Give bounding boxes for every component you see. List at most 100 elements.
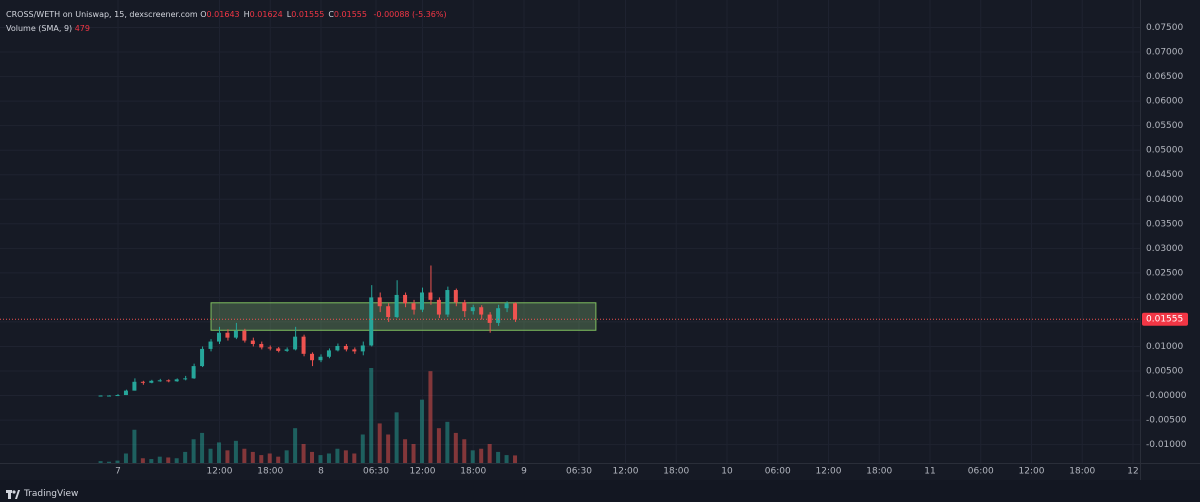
candle-body (343, 345, 348, 350)
volume-bar (166, 457, 171, 463)
candle-body (394, 294, 399, 318)
y-tick-label: 0.02500 (1146, 268, 1183, 278)
y-tick-label: 0.07500 (1146, 23, 1183, 33)
x-tick-label: 18:00 (663, 467, 689, 477)
footer-bar (0, 480, 1200, 502)
logo-icon (6, 489, 20, 499)
x-tick-label: 06:00 (968, 467, 994, 477)
candle-body (377, 297, 382, 307)
volume-bar (479, 448, 484, 463)
candle-body (411, 303, 416, 310)
volume-bar (301, 444, 306, 463)
last-price-label: 0.01555 (1146, 315, 1183, 325)
candle-body (470, 307, 475, 312)
candle-body (318, 356, 323, 361)
y-tick-label: 0.04500 (1146, 170, 1183, 180)
candle-body (360, 345, 365, 352)
candle-body (419, 292, 424, 310)
candle-body (225, 332, 230, 338)
candle-body (107, 395, 112, 397)
volume-bar (419, 399, 424, 463)
candle-body (174, 379, 179, 382)
volume-bar (225, 450, 230, 463)
x-tick-label: 11 (924, 467, 935, 477)
volume-bar (132, 429, 137, 463)
candle-body (149, 380, 154, 383)
ohlc-key: O (200, 10, 207, 19)
candle-body (259, 344, 264, 348)
ohlc-key: H (243, 10, 250, 19)
ohlc-row: CROSS/WETH on Uniswap, 15, dexscreener.c… (6, 8, 451, 22)
marks (0, 265, 1140, 463)
volume-bar (107, 461, 112, 463)
volume-bar (513, 455, 518, 463)
x-tick-label: 12:00 (613, 467, 639, 477)
volume-bar (216, 442, 221, 463)
y-tick-label: 0.03000 (1146, 244, 1183, 254)
x-tick-label: 18:00 (1069, 467, 1095, 477)
y-tick-label: 0.00500 (1146, 366, 1183, 376)
candle-body (183, 378, 188, 380)
candle-body (504, 303, 509, 309)
candle-body (284, 349, 289, 351)
x-tick-label: 9 (521, 467, 527, 477)
candle-body (335, 345, 340, 351)
x-tick-label: 12 (1127, 467, 1138, 477)
candle-body (428, 292, 433, 300)
volume-bar (335, 448, 340, 463)
candle-body (208, 341, 213, 349)
change: -0.00088 (-5.36%) (373, 10, 447, 19)
y-tick-label: 0.06000 (1146, 97, 1183, 107)
candle-body (115, 395, 120, 397)
candle-body (276, 348, 281, 351)
volume-bar (352, 453, 357, 463)
candle-body (98, 395, 103, 397)
volume-bar (191, 439, 196, 463)
x-tick-label: 18:00 (460, 467, 486, 477)
volume-bar (318, 455, 323, 463)
volume-bar (326, 453, 331, 463)
volume-bar (149, 459, 154, 463)
volume-bar (157, 456, 162, 463)
volume-bar (267, 453, 272, 463)
candle-body (166, 380, 171, 382)
candle-body (250, 340, 255, 345)
ohlc-value: 0.01624 (249, 10, 283, 19)
volume-bar (242, 448, 247, 463)
candle-body (453, 290, 458, 303)
y-tick-label: -0.00500 (1146, 416, 1187, 426)
volume-bar (174, 458, 179, 463)
y-tick-label: 0.02000 (1146, 293, 1183, 303)
candle-body (436, 299, 441, 315)
y-tick-label: -0.01000 (1146, 440, 1187, 450)
volume-bar (360, 434, 365, 463)
candle-body (242, 330, 247, 341)
last-price-box (1142, 312, 1188, 326)
x-tick-label: 06:30 (566, 467, 592, 477)
ohlc-value: 0.01555 (333, 10, 367, 19)
candle-body (157, 380, 162, 382)
axes: 0.07500 0.07000 0.06500 0.06000 0.05500 0.050… (115, 23, 1188, 477)
volume-bar (343, 450, 348, 463)
symbol: CROSS/WETH on Uniswap, 15, dexscreener.c… (6, 10, 198, 19)
candle-body (479, 307, 484, 315)
volume-bar (284, 450, 289, 463)
volume-bar (411, 444, 416, 463)
volume-value: 479 (74, 24, 90, 33)
candle-body (132, 381, 137, 391)
y-tick-label: 0.05000 (1146, 146, 1183, 156)
x-tick-label: 12:00 (410, 467, 436, 477)
ohlc-values: O0.01643 H0.01624 L0.01555 C0.01555 (200, 10, 371, 19)
x-tick-label: 06:30 (363, 467, 389, 477)
volume-bar (259, 455, 264, 463)
x-tick-label: 18:00 (866, 467, 892, 477)
volume-bar (98, 461, 103, 463)
price-zone (210, 302, 597, 331)
volume-bar (200, 432, 205, 463)
candle-body (462, 302, 467, 312)
candle-body (267, 347, 272, 349)
candle-body (445, 290, 450, 315)
volume-bar (462, 439, 467, 463)
